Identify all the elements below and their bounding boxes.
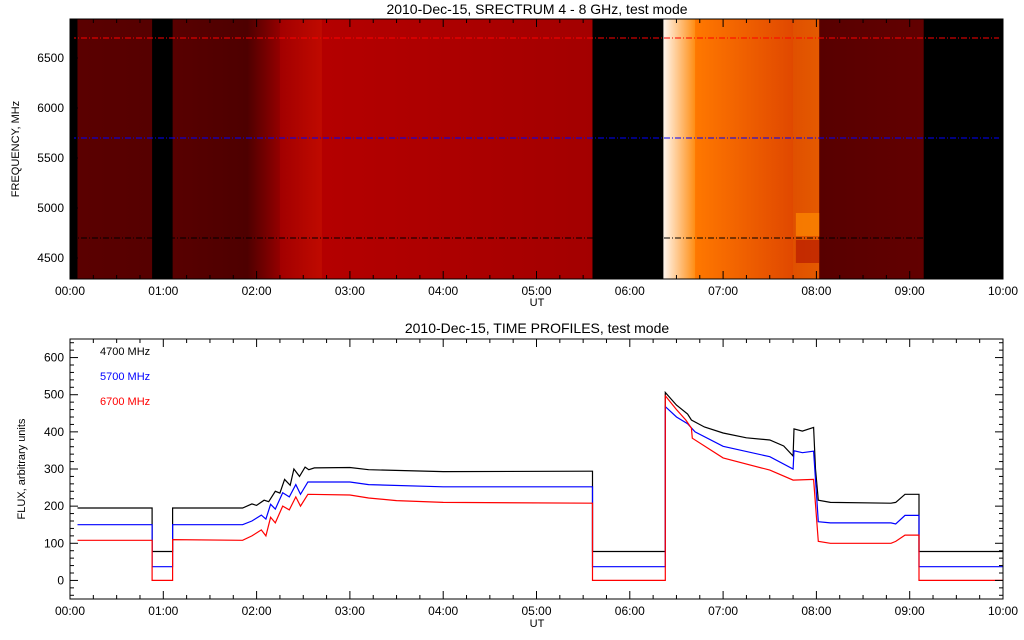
x-tick-label: 08:00: [801, 604, 831, 618]
x-tick-label: 04:00: [428, 604, 458, 618]
series-line-6700-mhz: [77, 394, 1003, 581]
x-tick-label: 06:00: [615, 604, 645, 618]
y-tick-label: 6000: [37, 101, 64, 115]
spectrogram-band: [795, 240, 820, 263]
spectrogram-segment: [247, 19, 281, 279]
spectrogram-segment: [321, 19, 593, 279]
y-tick-label: 0: [57, 573, 64, 587]
spectrogram-segment: [279, 19, 323, 279]
spectrum-x-label: UT: [530, 297, 545, 309]
y-tick-label: 300: [44, 462, 64, 476]
x-tick-label: 08:00: [801, 284, 831, 298]
y-tick-label: 200: [44, 499, 64, 513]
profiles-axes: 00:00 01:00 02:00 03:00 04:00 05:00 06:00 07:00…: [44, 338, 1018, 618]
profiles-x-label: UT: [530, 618, 545, 630]
x-tick-label: 09:00: [895, 284, 925, 298]
spectrogram-segment: [592, 19, 664, 279]
x-tick-label: 01:00: [148, 284, 178, 298]
spectrogram-band: [795, 213, 820, 236]
x-tick-label: 06:00: [615, 284, 645, 298]
legend-entry: 6700 MHz: [100, 396, 150, 408]
spectrogram-segment: [152, 19, 174, 279]
legend: 4700 MHz 5700 MHz 6700 MHz: [100, 346, 150, 408]
spectrogram-image: [70, 19, 1004, 279]
spectrogram-segment: [70, 19, 78, 279]
frequency-marker-lines: [70, 37, 1003, 239]
spectrum-panel: 2010-Dec-15, SRECTRUM 4 - 8 GHz, test mo…: [10, 1, 1018, 309]
series-line-4700-mhz: [77, 390, 1003, 553]
y-tick-label: 500: [44, 388, 64, 402]
spectrum-title: 2010-Dec-15, SRECTRUM 4 - 8 GHz, test mo…: [386, 1, 687, 17]
spectrogram-segment: [663, 19, 696, 279]
x-tick-label: 05:00: [521, 604, 551, 618]
time-profiles-panel: 2010-Dec-15, TIME PROFILES, test mode 00…: [16, 320, 1018, 630]
x-tick-label: 05:00: [521, 284, 551, 298]
spectrogram-segment: [923, 19, 1004, 279]
spectrum-axes: 00:00 01:00 02:00 03:00 04:00 05:00 06:00 07:00…: [37, 18, 1018, 298]
profiles-title: 2010-Dec-15, TIME PROFILES, test mode: [405, 320, 670, 336]
spectrogram-segment: [819, 19, 925, 279]
profile-series: [77, 390, 1003, 581]
x-tick-label: 04:00: [428, 284, 458, 298]
x-tick-label: 07:00: [708, 604, 738, 618]
x-tick-label: 07:00: [708, 284, 738, 298]
spectrogram-segment: [695, 19, 794, 279]
series-line-5700-mhz: [77, 405, 1003, 568]
y-tick-label: 5000: [37, 201, 64, 215]
x-tick-label: 09:00: [895, 604, 925, 618]
y-tick-label: 6500: [37, 51, 64, 65]
y-tick-label: 100: [44, 536, 64, 550]
legend-entry: 5700 MHz: [100, 371, 150, 383]
x-tick-label: 03:00: [335, 284, 365, 298]
x-tick-label: 01:00: [148, 604, 178, 618]
legend-entry: 4700 MHz: [100, 346, 150, 358]
y-tick-label: 600: [44, 351, 64, 365]
x-tick-label: 02:00: [242, 604, 272, 618]
profiles-y-label: FLUX, arbitrary units: [16, 418, 28, 519]
y-tick-label: 4500: [37, 251, 64, 265]
x-tick-label: 10:00: [988, 604, 1018, 618]
spectrum-y-label: FREQUENCY, MHz: [10, 101, 22, 197]
y-tick-label: 400: [44, 425, 64, 439]
x-tick-label: 00:00: [55, 284, 85, 298]
spectrogram-segment: [77, 19, 153, 279]
x-tick-label: 10:00: [988, 284, 1018, 298]
x-tick-label: 00:00: [55, 604, 85, 618]
x-tick-label: 02:00: [242, 284, 272, 298]
x-tick-label: 03:00: [335, 604, 365, 618]
spectrogram-segment: [172, 19, 248, 279]
plot-frame: [69, 338, 1004, 600]
y-tick-label: 5500: [37, 151, 64, 165]
